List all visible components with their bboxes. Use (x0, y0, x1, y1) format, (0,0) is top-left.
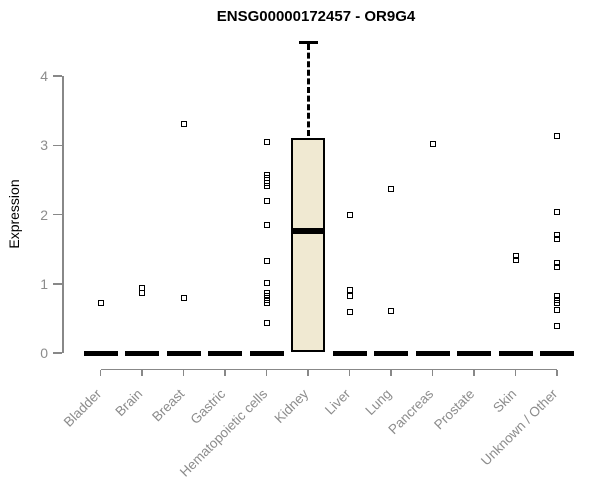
y-tick-label: 0 (40, 345, 48, 361)
x-tick (182, 369, 185, 376)
data-point (263, 293, 270, 300)
x-tick (99, 369, 102, 376)
data-point (139, 290, 145, 297)
data-point (388, 308, 394, 315)
x-axis-line (100, 368, 557, 370)
x-tick (390, 369, 392, 376)
data-point (429, 140, 436, 147)
y-tick (53, 283, 62, 285)
data-point (263, 319, 270, 326)
data-point (346, 286, 353, 293)
collapsed-box-median (166, 350, 201, 356)
chart-title: ENSG00000172457 - OR9G4 (216, 8, 416, 25)
y-tick-label: 3 (40, 137, 48, 154)
collapsed-box-median (208, 350, 242, 356)
data-point (554, 293, 560, 300)
data-point (346, 309, 353, 316)
collapsed-box-median (83, 350, 118, 356)
data-point (263, 172, 270, 179)
data-point (263, 139, 270, 146)
x-tick (307, 369, 309, 376)
collapsed-box-median (374, 350, 408, 356)
data-point (554, 300, 560, 307)
collapsed-box-median (332, 350, 367, 356)
collapsed-box-median (415, 350, 450, 356)
data-point (263, 179, 270, 186)
upper-whisker-cap (298, 41, 318, 44)
x-tick (141, 369, 143, 376)
data-point (263, 300, 270, 307)
collapsed-box-median (249, 350, 284, 356)
data-point (346, 292, 353, 299)
data-point (263, 175, 270, 182)
data-point (554, 236, 560, 243)
x-tick (224, 369, 226, 376)
x-tick (348, 369, 351, 376)
data-point (554, 209, 560, 216)
data-point (263, 183, 270, 190)
y-tick-label: 2 (40, 206, 48, 223)
y-axis-line (62, 76, 64, 353)
x-tick (431, 369, 434, 376)
data-point (554, 264, 560, 271)
data-point (263, 280, 270, 287)
x-tick (473, 369, 475, 376)
data-point (512, 257, 519, 264)
data-point (263, 289, 270, 296)
collapsed-box-median (498, 350, 533, 356)
data-point (180, 295, 187, 302)
data-point (554, 307, 560, 314)
data-point (388, 185, 394, 192)
y-tick (53, 144, 62, 146)
x-tick (265, 369, 268, 376)
data-point (139, 284, 145, 291)
box (291, 138, 325, 352)
x-tick (556, 369, 558, 376)
data-point (512, 253, 519, 260)
y-tick-label: 4 (40, 68, 48, 84)
data-point (554, 322, 560, 329)
y-tick (53, 213, 62, 216)
y-tick (53, 352, 62, 354)
median-line (291, 228, 325, 235)
x-tick (514, 369, 517, 376)
data-point (263, 296, 270, 303)
data-point (554, 296, 560, 303)
y-tick (53, 75, 62, 77)
data-point (554, 133, 560, 140)
data-point (554, 232, 560, 239)
data-point (263, 221, 270, 228)
y-tick-label: 1 (40, 275, 48, 292)
data-point (263, 198, 270, 205)
data-point (263, 257, 270, 264)
collapsed-box-median (457, 350, 491, 356)
collapsed-box-median (125, 350, 159, 356)
data-point (97, 300, 104, 307)
upper-whisker (306, 44, 310, 137)
data-point (346, 212, 353, 219)
collapsed-box-median (540, 350, 574, 356)
data-point (180, 121, 187, 128)
data-point (554, 259, 560, 266)
